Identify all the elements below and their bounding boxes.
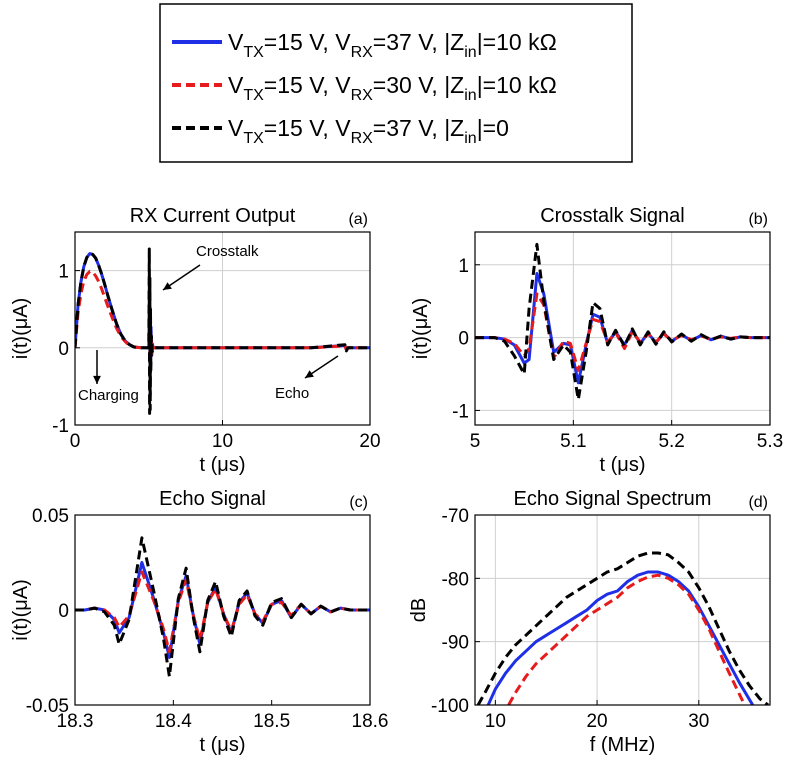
- x-tick-label: 5: [470, 431, 481, 452]
- y-axis-label: i(t)(μA): [10, 298, 32, 360]
- y-tick-label: -80: [442, 569, 469, 590]
- panel-tag: (c): [349, 494, 368, 511]
- axes-frame: [474, 514, 771, 706]
- legend-entry-s2: VTX=15 V, VRX=30 V, |Zin|=10 kΩ: [228, 72, 557, 104]
- series-line-2: [75, 269, 370, 384]
- annotation-charging: Charging: [78, 387, 139, 404]
- y-axis-label: i(t)(μA): [10, 579, 32, 641]
- x-tick-label: 10: [212, 431, 233, 452]
- x-axis-label: t (μs): [200, 734, 246, 756]
- legend: VTX=15 V, VRX=37 V, |Zin|=10 kΩ VTX=15 V…: [159, 3, 633, 163]
- legend-entry-s1: VTX=15 V, VRX=37 V, |Zin|=10 kΩ: [228, 29, 557, 61]
- legend-entry-s3: VTX=15 V, VRX=37 V, |Zin|=0: [228, 115, 509, 147]
- x-tick-label: 20: [586, 711, 607, 732]
- x-tick-label: 18.6: [352, 711, 389, 732]
- series-line-3: [75, 247, 370, 415]
- plot-area: [475, 515, 770, 705]
- y-tick-label: 0: [458, 329, 469, 350]
- series-line-3: [475, 242, 770, 401]
- chart-title: Echo Signal Spectrum: [514, 488, 712, 510]
- x-tick-label: 18.4: [155, 711, 192, 732]
- y-tick-label: -1: [52, 416, 69, 437]
- y-tick-label: 1: [58, 262, 69, 283]
- x-axis-label: f (MHz): [590, 734, 656, 756]
- x-tick-label: 18.5: [253, 711, 290, 732]
- series-line-2: [75, 570, 370, 654]
- legend-box: [159, 3, 633, 163]
- annotation-arrow-head: [305, 370, 314, 378]
- x-tick-label: 30: [688, 711, 709, 732]
- y-tick-label: 1: [458, 256, 469, 277]
- plot-area: [475, 232, 770, 425]
- series-line-1: [486, 570, 754, 705]
- chart-title: RX Current Output: [130, 205, 296, 227]
- y-tick-label: 0: [58, 339, 69, 360]
- y-tick-label: -0.05: [26, 696, 69, 717]
- y-tick-label: -70: [442, 506, 469, 527]
- panel-tag: (a): [348, 211, 368, 228]
- chart-title: Echo Signal: [159, 488, 266, 510]
- annotation-echo: Echo: [275, 385, 309, 402]
- annotation-crosstalk: Crosstalk: [196, 243, 259, 260]
- x-tick-label: 5.1: [560, 431, 586, 452]
- panel-d: 10 20 30 -100 -90 -80 -70 f (MHz) dB Echo Signal …: [408, 488, 771, 756]
- y-tick-label: -1: [452, 401, 469, 422]
- series-line-2: [507, 573, 746, 705]
- x-tick-label: 5.2: [658, 431, 684, 452]
- annotation-arrow-head: [93, 375, 101, 384]
- panel-tag: (b): [748, 211, 768, 228]
- x-axis-label: t (μs): [200, 454, 246, 476]
- y-tick-label: 0: [58, 601, 69, 622]
- axes-frame: [474, 231, 771, 426]
- panel-tag: (d): [748, 494, 768, 511]
- annotation-arrow-head: [163, 282, 172, 290]
- x-tick-label: 20: [359, 431, 380, 452]
- y-tick-label: -100: [431, 696, 469, 717]
- x-tick-label: 18.3: [57, 711, 94, 732]
- y-tick-label: 0.05: [32, 506, 69, 527]
- panel-b: 5 5.1 5.2 5.3 -1 0 1 t (μs) i(t)(μA) Crosstalk Si…: [410, 205, 783, 476]
- y-tick-label: -90: [442, 633, 469, 654]
- x-tick-label: 10: [485, 711, 506, 732]
- x-axis-label: t (μs): [600, 454, 646, 476]
- y-axis-label: i(t)(μA): [410, 298, 432, 360]
- series-line-3: [75, 536, 370, 678]
- x-tick-label: 5.3: [757, 431, 783, 452]
- y-axis-label: dB: [408, 598, 430, 622]
- panel-c: 18.3 18.4 18.5 18.6 -0.05 0 0.05 t (μs) i(t)(μA)…: [10, 488, 388, 756]
- x-tick-label: 0: [70, 431, 81, 452]
- chart-title: Crosstalk Signal: [540, 205, 685, 227]
